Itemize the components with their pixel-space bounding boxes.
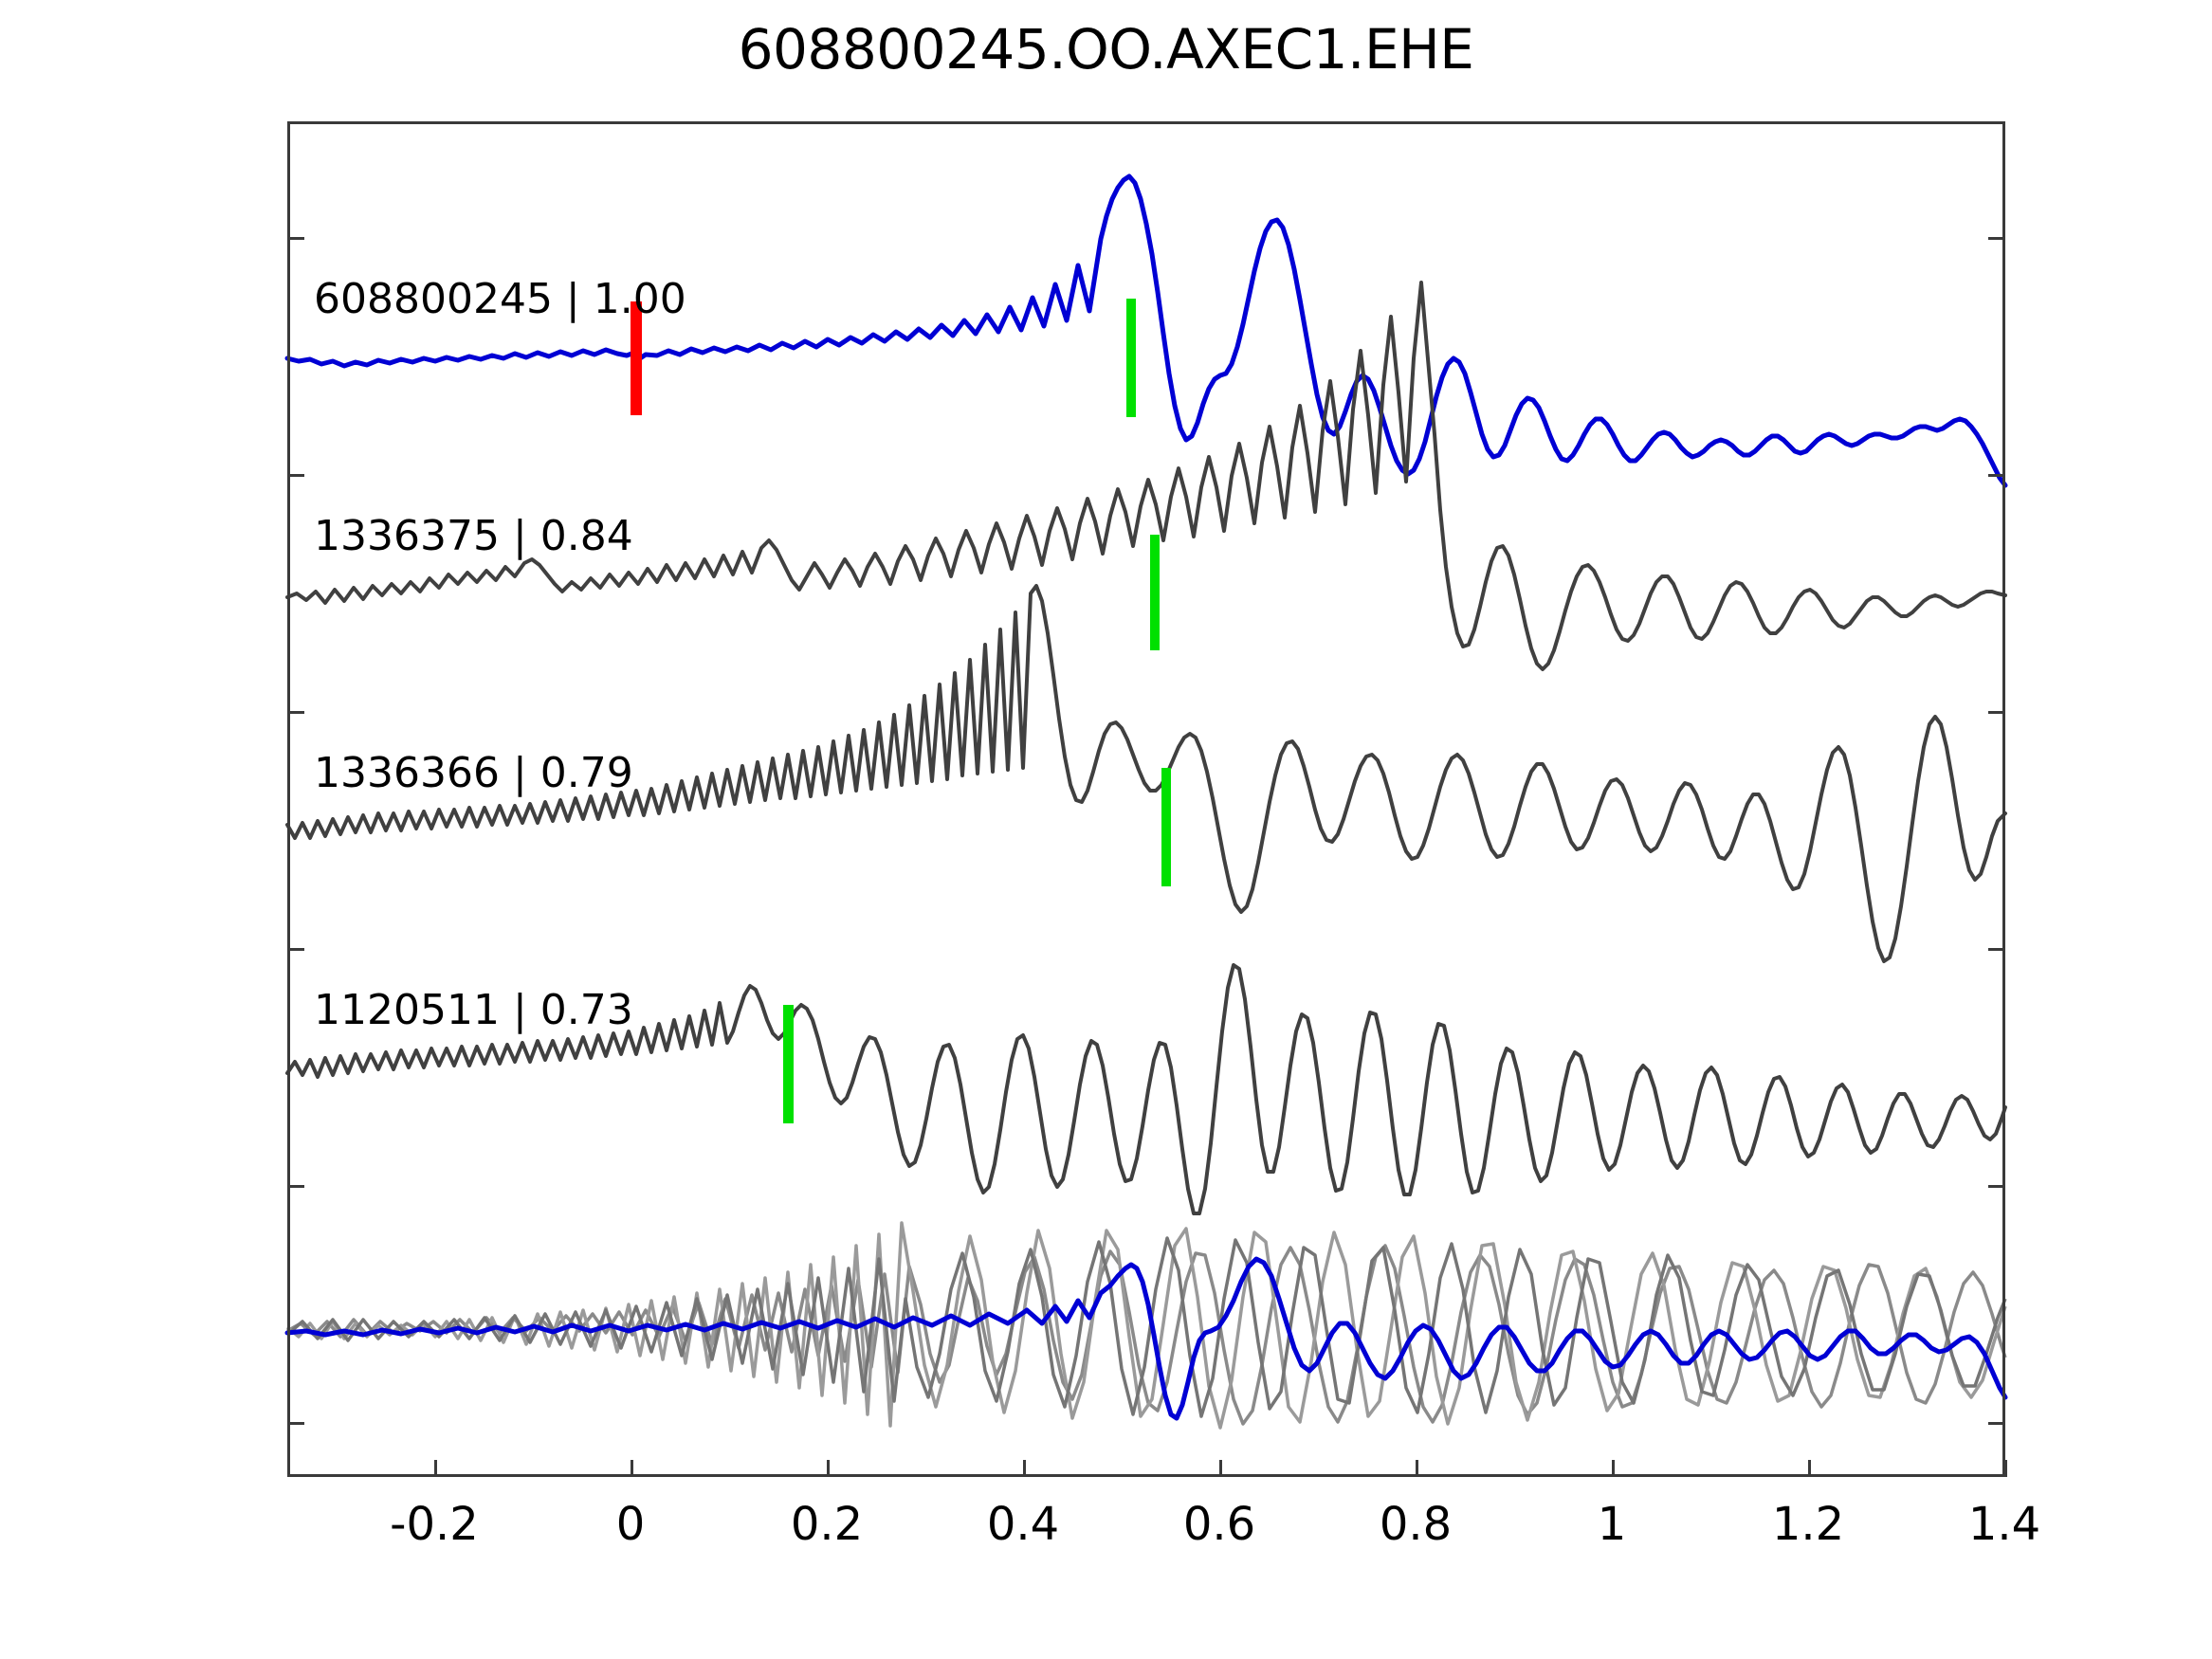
x-axis-label--0.2: -0.2 xyxy=(390,1498,479,1551)
x-tick-0.6 xyxy=(1219,1460,1222,1477)
y-tick-4-right xyxy=(1988,948,2005,951)
waveform-trace-1336375 xyxy=(285,281,2007,671)
x-tick-0.2 xyxy=(827,1460,830,1477)
x-axis-label-0.2: 0.2 xyxy=(790,1498,864,1551)
waveform-canvas xyxy=(284,173,2008,1430)
waveform-trace-608800245 xyxy=(284,173,2008,488)
trace-label-1120511: 1120511 | 0.73 xyxy=(314,986,633,1034)
x-tick-0 xyxy=(631,1460,633,1477)
y-tick-6-right xyxy=(1988,1422,2005,1425)
overlay-trace-blue xyxy=(284,1256,2008,1421)
x-tick-1 xyxy=(1612,1460,1615,1477)
x-axis-label-0.8: 0.8 xyxy=(1379,1498,1453,1551)
y-tick-2 xyxy=(287,474,304,477)
y-tick-2-right xyxy=(1988,474,2005,477)
pick-marker-1336366 xyxy=(1161,768,1171,886)
x-axis-label-0: 0 xyxy=(615,1498,646,1551)
waveform-trace-1336366 xyxy=(285,584,2007,963)
y-tick-6 xyxy=(287,1422,304,1425)
overlay-trace-gray-3 xyxy=(285,1236,2007,1418)
y-tick-3-right xyxy=(1988,711,2005,714)
y-tick-5-right xyxy=(1988,1185,2005,1188)
detection-marker-608800245 xyxy=(631,301,642,415)
overlay-trace-gray-2 xyxy=(285,1221,2007,1430)
y-tick-1-right xyxy=(1988,237,2005,240)
x-axis-label-0.4: 0.4 xyxy=(986,1498,1060,1551)
chart-title: 608800245.OO.AXEC1.EHE xyxy=(738,17,1474,82)
waveform-trace-1120511 xyxy=(285,963,2007,1215)
y-tick-4 xyxy=(287,948,304,951)
x-axis-label-1.2: 1.2 xyxy=(1771,1498,1845,1551)
x-axis-label-0.6: 0.6 xyxy=(1182,1498,1256,1551)
x-tick-1.2 xyxy=(1808,1460,1811,1477)
x-tick-0.8 xyxy=(1416,1460,1418,1477)
x-tick-0.4 xyxy=(1023,1460,1026,1477)
pick-marker-1336375 xyxy=(1150,535,1160,650)
y-tick-5 xyxy=(287,1185,304,1188)
overlay-stack xyxy=(284,1221,2008,1430)
trace-label-1336375: 1336375 | 0.84 xyxy=(314,512,633,560)
x-tick-1.4 xyxy=(2004,1460,2007,1477)
pick-marker-1120511 xyxy=(783,1005,794,1123)
trace-label-1336366: 1336366 | 0.79 xyxy=(314,749,633,797)
y-tick-3 xyxy=(287,711,304,714)
y-tick-1 xyxy=(287,237,304,240)
x-axis-label-1.4: 1.4 xyxy=(1967,1498,2041,1551)
plot-area xyxy=(284,121,2008,1477)
pick-marker-608800245 xyxy=(1126,299,1136,417)
x-tick--0.2 xyxy=(434,1460,437,1477)
trace-label-608800245: 608800245 | 1.00 xyxy=(314,275,686,323)
x-axis-label-1: 1 xyxy=(1597,1498,1627,1551)
